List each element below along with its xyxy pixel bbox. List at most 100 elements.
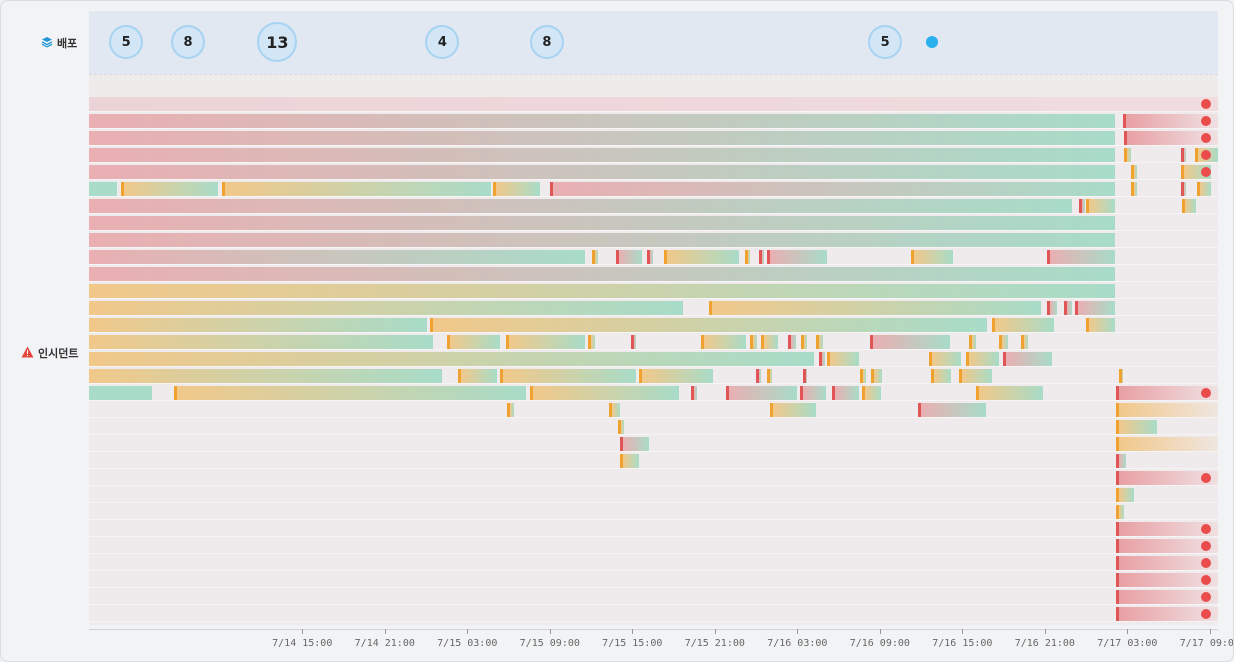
- incident-bar[interactable]: [1116, 403, 1218, 417]
- incident-bar[interactable]: [1047, 250, 1115, 264]
- incident-bar[interactable]: [549, 182, 1115, 196]
- incident-bar[interactable]: [1131, 182, 1137, 196]
- incident-bar[interactable]: [766, 369, 773, 383]
- incident-bar[interactable]: [769, 403, 817, 417]
- incident-bar[interactable]: [89, 97, 1218, 111]
- incident-bar[interactable]: [1116, 437, 1218, 451]
- incident-bar[interactable]: [816, 335, 824, 349]
- deploy-count-bubble[interactable]: 8: [171, 25, 205, 59]
- incident-bar[interactable]: [1116, 454, 1126, 468]
- incident-bar[interactable]: [1063, 301, 1073, 315]
- incident-bar[interactable]: [750, 335, 758, 349]
- incident-bar[interactable]: [507, 403, 514, 417]
- incident-bar[interactable]: [1074, 301, 1115, 315]
- incident-bar[interactable]: [911, 250, 953, 264]
- incident-bar[interactable]: [446, 335, 501, 349]
- incident-bar[interactable]: [615, 250, 642, 264]
- deploy-count-bubble[interactable]: 13: [257, 22, 298, 62]
- incident-bar[interactable]: [929, 352, 961, 366]
- incident-bar[interactable]: [608, 403, 620, 417]
- incident-bar[interactable]: [1079, 199, 1085, 213]
- incident-bar[interactable]: [709, 301, 1041, 315]
- incident-bar[interactable]: [89, 267, 1115, 281]
- incident-bar[interactable]: [89, 216, 1115, 230]
- incident-bar[interactable]: [1116, 420, 1158, 434]
- incident-bar[interactable]: [493, 182, 541, 196]
- incident-bar[interactable]: [618, 420, 624, 434]
- incident-bar[interactable]: [1085, 199, 1115, 213]
- incident-bar[interactable]: [1116, 539, 1218, 553]
- incident-bar[interactable]: [969, 335, 976, 349]
- incident-bar[interactable]: [619, 437, 649, 451]
- incident-bar[interactable]: [802, 369, 807, 383]
- incident-bar[interactable]: [992, 318, 1055, 332]
- incident-bar[interactable]: [1116, 573, 1218, 587]
- ongoing-incident-dot[interactable]: [1201, 116, 1211, 126]
- incident-bar[interactable]: [1123, 114, 1218, 128]
- incident-bar[interactable]: [1124, 131, 1218, 145]
- incident-bar[interactable]: [430, 318, 987, 332]
- incident-bar[interactable]: [619, 454, 640, 468]
- incident-bar[interactable]: [1116, 590, 1218, 604]
- incident-bar[interactable]: [89, 182, 117, 196]
- ongoing-incident-dot[interactable]: [1201, 541, 1211, 551]
- incident-bar[interactable]: [766, 250, 828, 264]
- incident-bar[interactable]: [89, 386, 153, 400]
- incident-bar[interactable]: [1182, 199, 1196, 213]
- incident-bar[interactable]: [827, 352, 860, 366]
- incident-bar[interactable]: [592, 250, 598, 264]
- incident-bar[interactable]: [871, 369, 883, 383]
- incident-bar[interactable]: [89, 233, 1115, 247]
- incident-bar[interactable]: [1047, 301, 1058, 315]
- incident-bar[interactable]: [1118, 369, 1124, 383]
- incident-bar[interactable]: [500, 369, 637, 383]
- deploy-count-bubble[interactable]: 8: [529, 25, 564, 59]
- incident-bar[interactable]: [831, 386, 860, 400]
- incident-bar[interactable]: [999, 335, 1008, 349]
- incident-bar[interactable]: [530, 386, 679, 400]
- incident-bar[interactable]: [1116, 386, 1218, 400]
- incident-bar[interactable]: [457, 369, 498, 383]
- incident-bar[interactable]: [89, 352, 814, 366]
- deploy-marker-dot[interactable]: [925, 36, 938, 48]
- ongoing-incident-dot[interactable]: [1201, 99, 1211, 109]
- incident-bar[interactable]: [222, 182, 491, 196]
- incident-bar[interactable]: [89, 250, 586, 264]
- incident-bar[interactable]: [89, 301, 684, 315]
- incident-bar[interactable]: [700, 335, 747, 349]
- incident-bar[interactable]: [89, 114, 1115, 128]
- incident-bar[interactable]: [918, 403, 986, 417]
- ongoing-incident-dot[interactable]: [1201, 473, 1211, 483]
- incident-bar[interactable]: [930, 369, 952, 383]
- incident-bar[interactable]: [861, 386, 882, 400]
- incident-bar[interactable]: [1180, 148, 1187, 162]
- incident-bar[interactable]: [120, 182, 219, 196]
- incident-bar[interactable]: [1131, 165, 1137, 179]
- incident-bar[interactable]: [725, 386, 798, 400]
- incident-bar[interactable]: [588, 335, 596, 349]
- incident-bar[interactable]: [870, 335, 950, 349]
- ongoing-incident-dot[interactable]: [1201, 167, 1211, 177]
- incident-bar[interactable]: [860, 369, 866, 383]
- incident-bar[interactable]: [1197, 182, 1212, 196]
- incident-bar[interactable]: [89, 148, 1115, 162]
- incident-bar[interactable]: [1021, 335, 1029, 349]
- incident-bar[interactable]: [1116, 607, 1218, 621]
- deploy-count-bubble[interactable]: 5: [109, 25, 144, 59]
- incident-bar[interactable]: [630, 335, 637, 349]
- incident-bar[interactable]: [89, 199, 1073, 213]
- incident-bar[interactable]: [761, 335, 778, 349]
- incident-bar[interactable]: [1116, 556, 1218, 570]
- incident-bar[interactable]: [755, 369, 762, 383]
- incident-bar[interactable]: [1124, 148, 1132, 162]
- incident-bar[interactable]: [1003, 352, 1052, 366]
- incident-bar[interactable]: [1116, 522, 1218, 536]
- incident-bar[interactable]: [801, 335, 807, 349]
- incident-bar[interactable]: [505, 335, 586, 349]
- incident-bar[interactable]: [89, 335, 433, 349]
- incident-bar[interactable]: [966, 352, 1000, 366]
- incident-bar[interactable]: [1085, 318, 1115, 332]
- ongoing-incident-dot[interactable]: [1201, 524, 1211, 534]
- incident-bar[interactable]: [787, 335, 796, 349]
- incident-bar[interactable]: [89, 284, 1115, 298]
